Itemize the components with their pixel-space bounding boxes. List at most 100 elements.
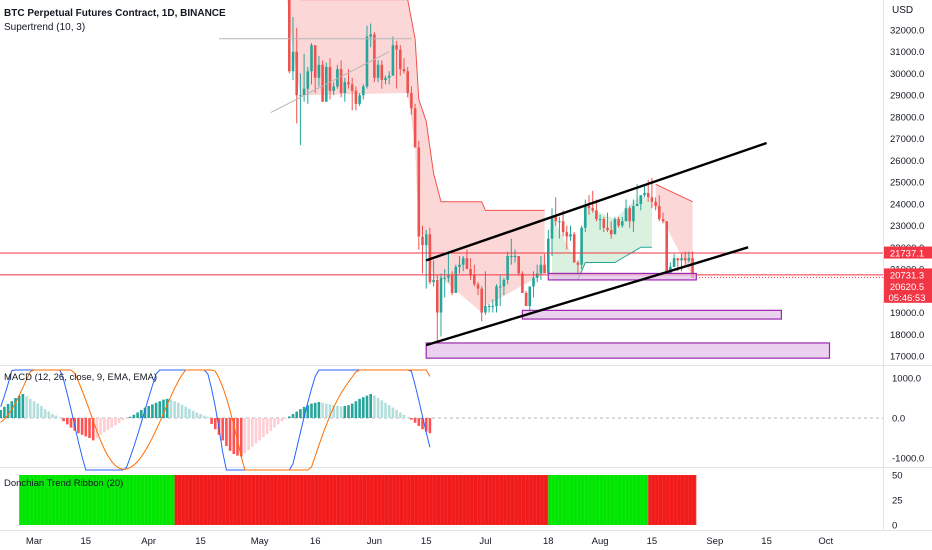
macd-histogram-bar — [29, 398, 32, 418]
candle-body — [439, 277, 443, 313]
candle-body — [317, 64, 321, 78]
candle-body — [528, 286, 532, 307]
macd-histogram-bar — [121, 418, 125, 421]
candle-body — [365, 36, 369, 87]
time-tick-label: 15 — [761, 536, 772, 547]
price-badge — [884, 246, 932, 259]
candle-body — [395, 45, 398, 50]
time-tick-label: May — [251, 536, 269, 547]
candle-body — [402, 69, 406, 72]
macd-histogram-bar — [269, 418, 273, 431]
price-tick-label: 25000.0 — [890, 178, 924, 189]
macd-histogram-bar — [273, 418, 276, 428]
candle-body — [495, 286, 498, 307]
zone-rectangle — [521, 309, 783, 320]
candle-body — [332, 86, 335, 91]
macd-histogram-bar — [54, 415, 58, 418]
macd-histogram-bar — [343, 406, 347, 418]
price-badge — [884, 268, 932, 281]
macd-histogram-bar — [66, 418, 69, 425]
macd-histogram-bar — [199, 414, 202, 418]
macd-histogram-bar — [328, 404, 332, 418]
supertrend-down-2-line — [655, 183, 693, 203]
macd-histogram-bar — [132, 414, 136, 418]
macd-tick-label: 0.0 — [892, 414, 905, 425]
candle-body — [295, 51, 298, 96]
macd-histogram-bar — [276, 418, 280, 425]
time-tick-label: Apr — [141, 536, 156, 547]
candle-body — [565, 232, 569, 237]
macd-histogram-bar — [232, 418, 236, 454]
candle-body — [613, 219, 617, 235]
ribbon-downtrend-segment — [648, 475, 697, 525]
signal-line — [0, 369, 431, 471]
candle-body — [584, 206, 587, 228]
candle-body — [436, 279, 439, 313]
candle-body — [399, 49, 402, 70]
candle-body — [621, 221, 624, 226]
ribbon-uptrend-segment — [19, 475, 175, 525]
macd-histogram-bar — [106, 418, 110, 430]
supertrend-down-line — [299, 0, 545, 211]
macd-histogram-bar — [254, 418, 258, 444]
time-tick-label: 15 — [81, 536, 92, 547]
macd-histogram-bar — [6, 404, 10, 418]
macd-histogram-bar — [228, 418, 232, 451]
candle-body — [321, 64, 324, 102]
macd-histogram-bar — [58, 417, 62, 418]
candle-body — [376, 64, 380, 78]
candle-body — [473, 275, 476, 285]
candle-body — [680, 258, 683, 261]
macd-histogram-bar — [321, 402, 324, 418]
price-badge — [884, 279, 932, 292]
candle-body — [362, 86, 365, 96]
macd-histogram-bar — [47, 411, 51, 418]
macd-histogram-bar — [225, 418, 228, 446]
candle-body — [424, 234, 428, 246]
macd-histogram-bar — [399, 412, 402, 418]
macd-histogram-bar — [125, 418, 128, 419]
candle-body — [628, 208, 631, 222]
macd-histogram-bar — [295, 411, 298, 418]
macd-histogram-bar — [140, 410, 143, 418]
price-tick-label: 29000.0 — [890, 91, 924, 102]
candle-body — [550, 216, 554, 239]
macd-histogram-bar — [395, 410, 398, 418]
price-tick-label: 31000.0 — [890, 47, 924, 58]
time-tick-label: 18 — [543, 536, 554, 547]
macd-histogram-bar — [262, 418, 265, 438]
macd-histogram-bar — [17, 395, 21, 418]
macd-histogram-bar — [169, 399, 173, 418]
candle-body — [328, 66, 332, 91]
candle-body — [580, 227, 583, 265]
macd-histogram-bar — [265, 418, 269, 434]
candle-body — [591, 208, 594, 211]
ribbon-uptrend-segment — [548, 475, 649, 525]
channel-trend-line — [425, 141, 767, 262]
macd-histogram-bar — [77, 418, 80, 434]
price-badge-text: 20620.5 — [890, 282, 924, 293]
candle-body — [576, 262, 580, 265]
macd-histogram-bar — [310, 403, 313, 418]
trend-lines — [219, 38, 767, 347]
candle-body — [339, 69, 343, 94]
candle-body — [572, 234, 576, 263]
candle-body — [543, 264, 546, 274]
macd-legend: MACD (12, 26, close, 9, EMA, EMA) — [4, 372, 157, 383]
macd-histogram-bar — [313, 402, 317, 418]
candle-body — [602, 219, 606, 228]
macd-histogram-bar — [3, 406, 6, 418]
macd-tick-label: -1000.0 — [892, 454, 924, 465]
time-tick-label: Jun — [367, 536, 382, 547]
macd-line — [0, 369, 431, 471]
price-tick-label: 32000.0 — [890, 26, 924, 37]
candle-body — [299, 95, 302, 97]
supertrend-down-fill — [287, 0, 545, 313]
macd-histogram-bar — [36, 403, 39, 418]
candle-body — [350, 84, 354, 91]
macd-histogram-bar — [347, 405, 350, 418]
macd-histogram-bar — [350, 403, 354, 418]
macd-histogram-bar — [62, 418, 65, 422]
